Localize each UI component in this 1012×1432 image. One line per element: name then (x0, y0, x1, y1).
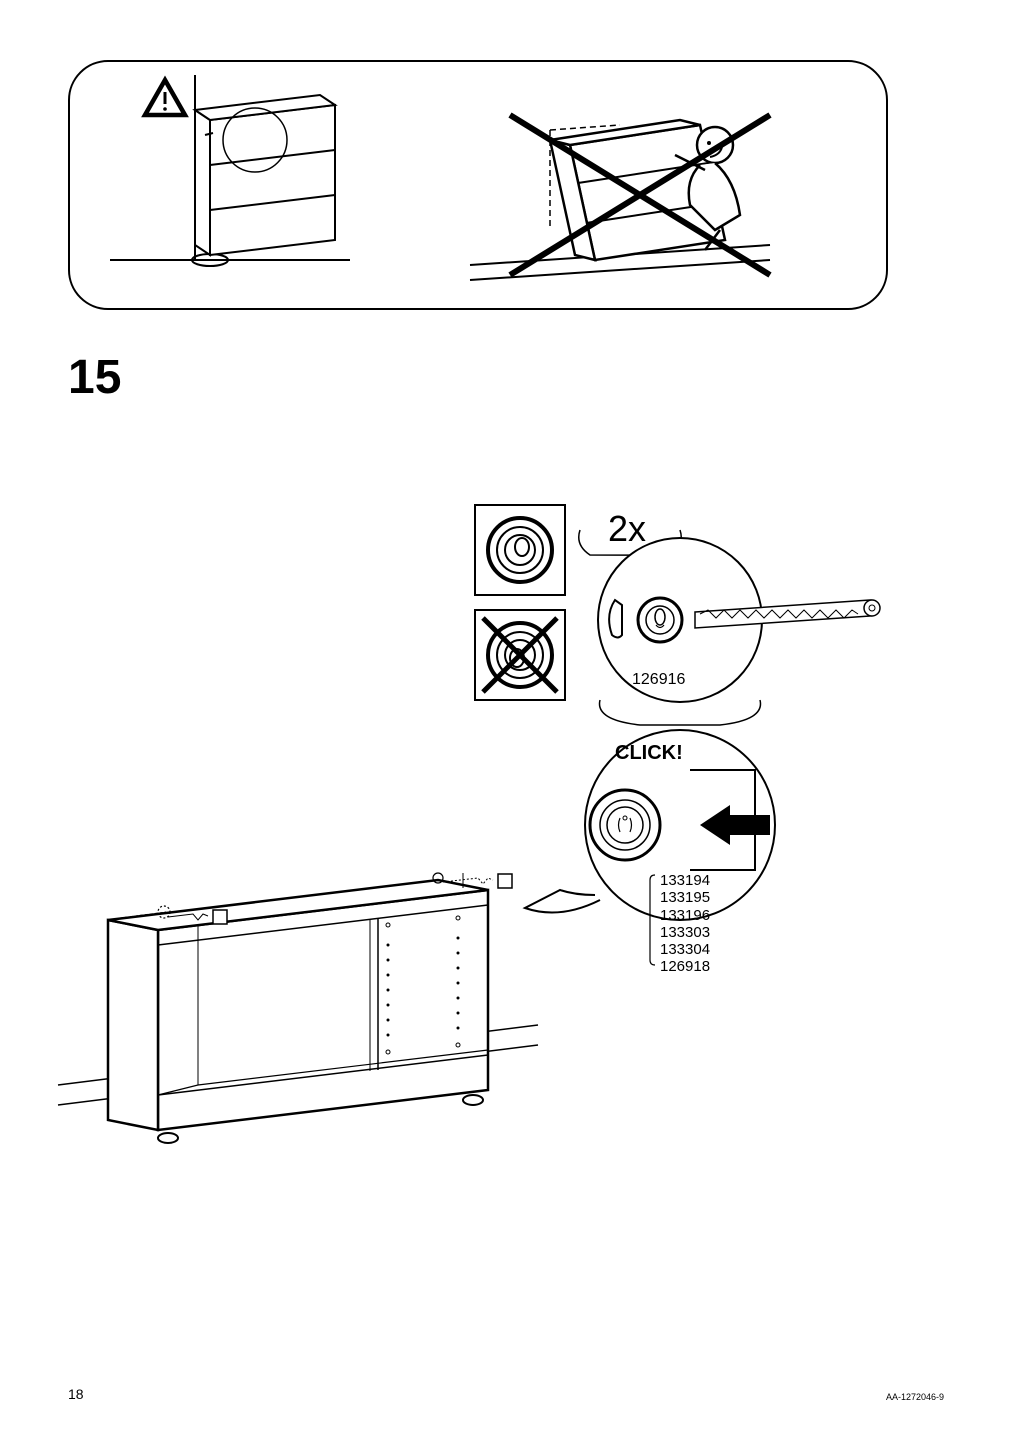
part-number-item: 133194 (660, 872, 710, 889)
cam-orientation-correct (475, 505, 565, 595)
part-number-item: 133196 (660, 907, 710, 924)
step-number: 15 (68, 350, 121, 405)
assembly-page: 15 2x 126916 CLICK! 133194 133195 133196… (0, 0, 1012, 1432)
warning-box (68, 60, 888, 310)
part-number-item: 126918 (660, 958, 710, 975)
click-label: CLICK! (615, 742, 683, 765)
page-number: 18 (68, 1386, 84, 1402)
part-number-screw: 126916 (632, 671, 685, 689)
part-number-item: 133304 (660, 941, 710, 958)
part-number-item: 133303 (660, 924, 710, 941)
part-number-item: 133195 (660, 889, 710, 906)
document-id: AA-1272046-9 (886, 1392, 944, 1402)
quantity-label: 2x (608, 508, 646, 550)
cam-orientation-wrong (475, 610, 565, 700)
part-numbers-list: 133194 133195 133196 133303 133304 12691… (660, 872, 710, 976)
cabinet-main-illustration (58, 873, 538, 1143)
